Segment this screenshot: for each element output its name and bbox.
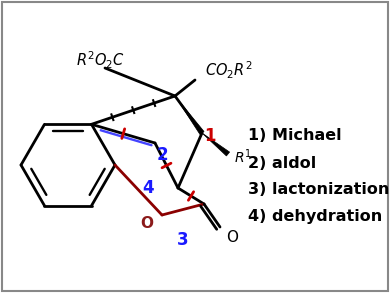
- Text: 4) dehydration: 4) dehydration: [248, 209, 382, 224]
- Text: $CO_2R^2$: $CO_2R^2$: [205, 59, 252, 81]
- Polygon shape: [202, 133, 230, 156]
- Text: 1) Michael: 1) Michael: [248, 129, 342, 144]
- Text: O: O: [140, 217, 154, 231]
- Text: 2: 2: [156, 146, 168, 164]
- Text: $R^1$: $R^1$: [234, 148, 252, 166]
- Text: 1: 1: [204, 127, 216, 145]
- Text: 3: 3: [177, 231, 189, 249]
- Polygon shape: [175, 96, 204, 134]
- Text: 2) aldol: 2) aldol: [248, 156, 316, 171]
- Text: O: O: [226, 231, 238, 246]
- Text: 3) lactonization: 3) lactonization: [248, 183, 389, 197]
- Text: $R^2O_2C$: $R^2O_2C$: [76, 49, 124, 71]
- Text: 4: 4: [142, 179, 154, 197]
